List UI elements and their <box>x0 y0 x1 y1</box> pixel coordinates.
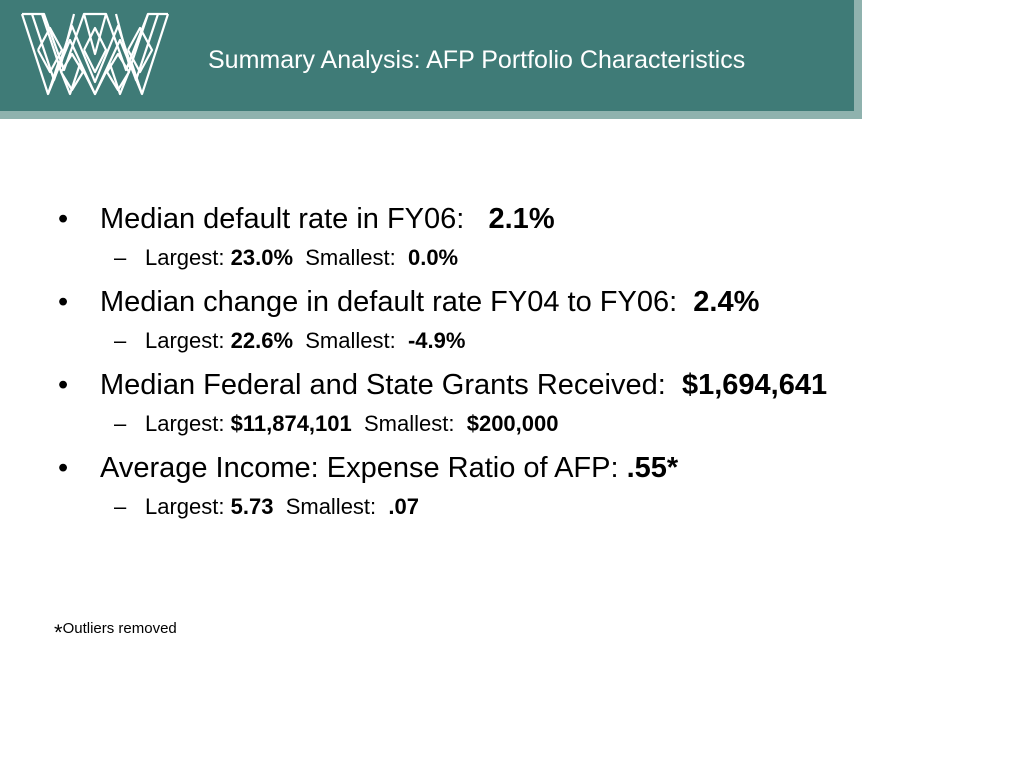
bullet-value: $1,694,641 <box>681 369 828 401</box>
smallest-label: Smallest: <box>305 245 396 270</box>
header-band-shadow: Summary Analysis: AFP Portfolio Characte… <box>0 0 862 119</box>
smallest-value: 0.0% <box>407 245 459 270</box>
footnote-text: Outliers removed <box>62 620 177 637</box>
smallest-label: Smallest: <box>305 328 396 353</box>
largest-label: Largest: <box>145 245 225 270</box>
header-band: Summary Analysis: AFP Portfolio Characte… <box>0 0 854 111</box>
bullet-item-default-rate: • Median default rate in FY06: 2.1% <box>58 198 998 240</box>
bullet-value: 2.1% <box>488 203 555 235</box>
smallest-value: $200,000 <box>466 411 559 436</box>
bullet-value: .55* <box>626 452 679 484</box>
sub-item-income-expense-ratio-range: – Largest: 5.73 Smallest: .07 <box>58 489 998 530</box>
footnote-asterisk: * <box>54 620 63 645</box>
bullet-item-grants-received: • Median Federal and State Grants Receiv… <box>58 364 998 406</box>
woven-w-logo-icon <box>20 12 170 96</box>
slide-title: Summary Analysis: AFP Portfolio Characte… <box>208 46 746 74</box>
largest-label: Largest: <box>145 328 225 353</box>
sub-glyph: – <box>114 411 127 436</box>
bullet-label: Average Income: Expense Ratio of AFP: <box>100 452 619 484</box>
largest-value: 5.73 <box>230 494 274 519</box>
smallest-value: -4.9% <box>407 328 466 353</box>
bullet-label: Median Federal and State Grants Received… <box>100 369 666 401</box>
largest-value: $11,874,101 <box>230 411 352 436</box>
bullet-glyph: • <box>58 452 69 484</box>
bullet-item-default-rate-change: • Median change in default rate FY04 to … <box>58 281 998 323</box>
sub-glyph: – <box>114 328 127 353</box>
smallest-value: .07 <box>388 494 419 519</box>
bullet-glyph: • <box>58 286 69 318</box>
bullet-label: Median default rate in FY06: <box>100 203 465 235</box>
bullet-label: Median change in default rate FY04 to FY… <box>100 286 678 318</box>
largest-value: 23.0% <box>230 245 294 270</box>
sub-item-grants-received-range: – Largest: $11,874,101 Smallest: $200,00… <box>58 406 998 447</box>
smallest-label: Smallest: <box>285 494 377 519</box>
bullet-glyph: • <box>58 203 69 235</box>
largest-value: 22.6% <box>230 328 294 353</box>
bullet-item-income-expense-ratio: • Average Income: Expense Ratio of AFP: … <box>58 447 998 489</box>
sub-glyph: – <box>114 494 127 519</box>
sub-item-default-rate-change-range: – Largest: 22.6% Smallest: -4.9% <box>58 323 998 364</box>
sub-glyph: – <box>114 245 127 270</box>
sub-item-default-rate-range: – Largest: 23.0% Smallest: 0.0% <box>58 240 998 281</box>
bullet-value: 2.4% <box>693 286 760 318</box>
bullet-glyph: • <box>58 369 69 401</box>
footnote: *Outliers removed <box>54 620 177 646</box>
smallest-label: Smallest: <box>364 411 455 436</box>
largest-label: Largest: <box>145 411 225 436</box>
bullet-list: • Median default rate in FY06: 2.1% – La… <box>58 198 998 530</box>
largest-label: Largest: <box>145 494 225 519</box>
